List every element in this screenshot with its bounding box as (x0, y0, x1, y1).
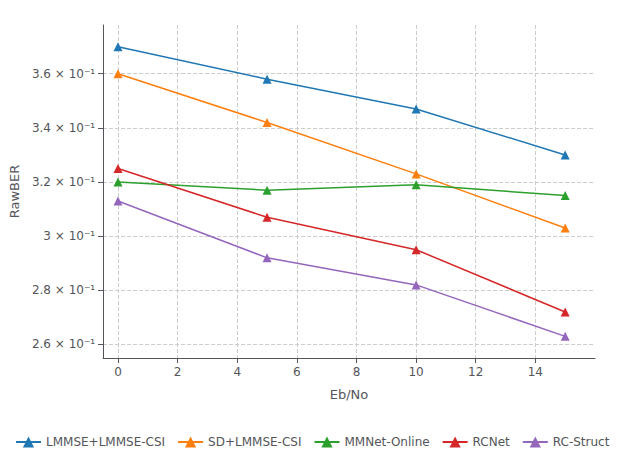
svg-text:Eb/No: Eb/No (330, 387, 369, 402)
svg-text:SD+LMMSE-CSI: SD+LMMSE-CSI (208, 435, 301, 449)
svg-text:12: 12 (468, 365, 483, 379)
svg-text:LMMSE+LMMSE-CSI: LMMSE+LMMSE-CSI (46, 435, 165, 449)
svg-text:8: 8 (353, 365, 361, 379)
svg-text:2.6 × 10⁻¹: 2.6 × 10⁻¹ (32, 337, 95, 351)
svg-text:MMNet-Online: MMNet-Online (344, 435, 429, 449)
svg-text:RC-Struct: RC-Struct (553, 435, 610, 449)
svg-text:RawBER: RawBER (7, 165, 22, 219)
svg-text:2.8 × 10⁻¹: 2.8 × 10⁻¹ (32, 283, 95, 297)
svg-text:3 × 10⁻¹: 3 × 10⁻¹ (43, 229, 95, 243)
svg-text:3.2 × 10⁻¹: 3.2 × 10⁻¹ (32, 175, 95, 189)
svg-text:RCNet: RCNet (473, 435, 510, 449)
svg-text:2: 2 (174, 365, 182, 379)
svg-text:10: 10 (408, 365, 423, 379)
svg-text:14: 14 (528, 365, 543, 379)
svg-text:3.6 × 10⁻¹: 3.6 × 10⁻¹ (32, 67, 95, 81)
svg-text:6: 6 (293, 365, 301, 379)
svg-text:3.4 × 10⁻¹: 3.4 × 10⁻¹ (32, 121, 95, 135)
svg-text:4: 4 (233, 365, 241, 379)
svg-text:0: 0 (114, 365, 122, 379)
